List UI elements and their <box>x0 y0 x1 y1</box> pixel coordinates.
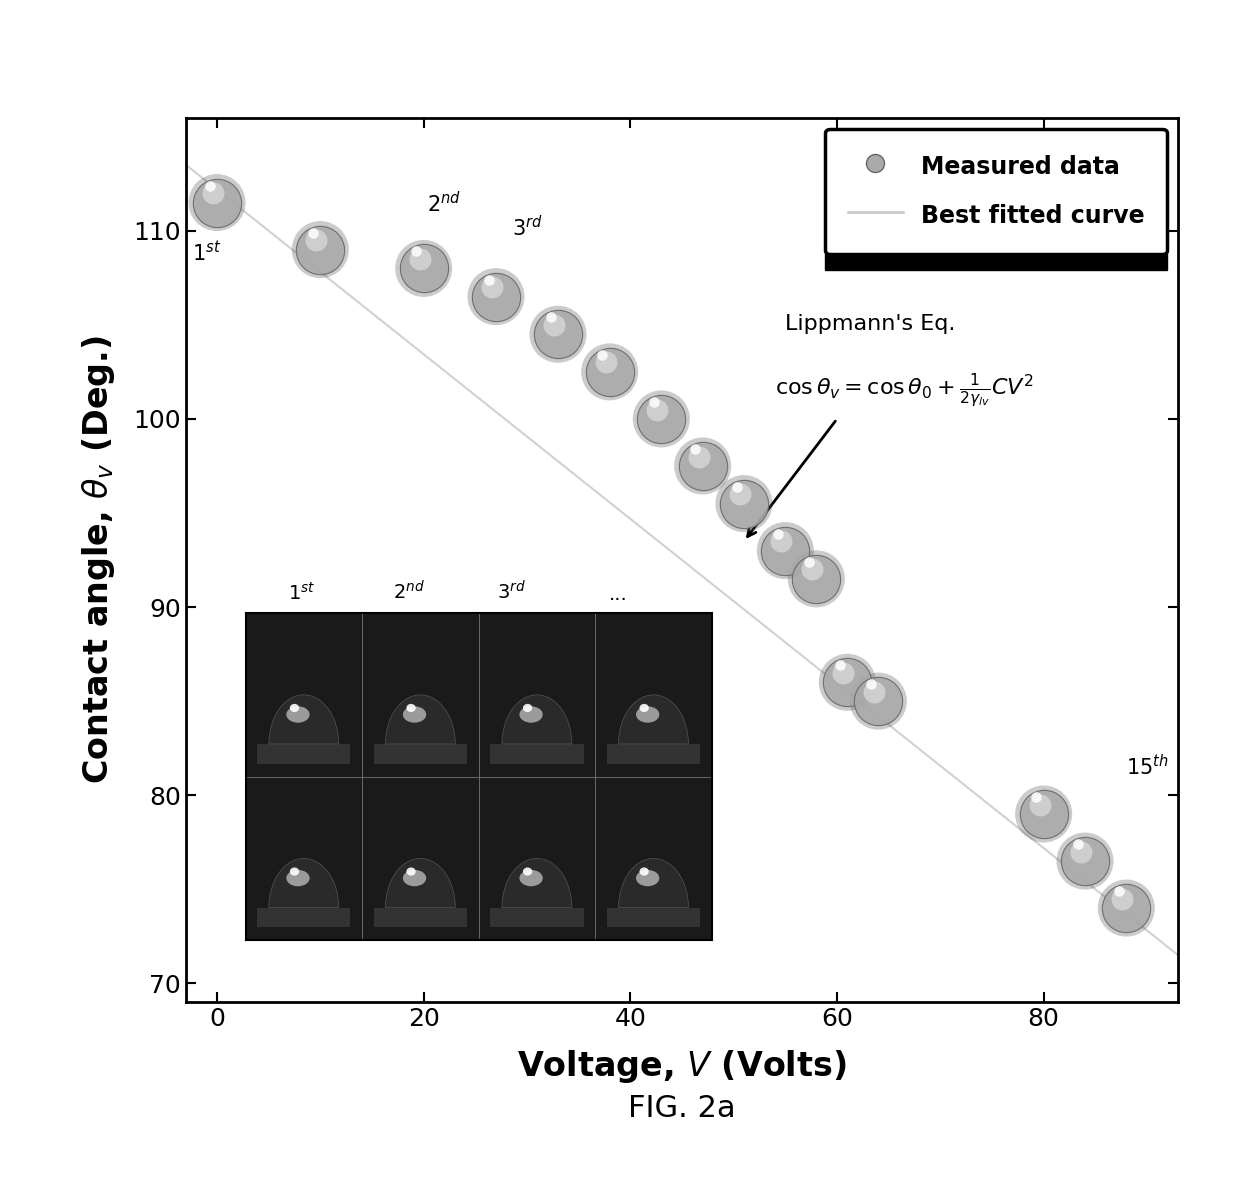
Point <box>541 308 560 327</box>
Point <box>734 494 754 513</box>
Point <box>864 683 884 702</box>
Point <box>1027 788 1047 806</box>
Point <box>1034 804 1054 823</box>
Point <box>799 553 818 572</box>
Point <box>200 176 219 195</box>
Point <box>775 541 795 560</box>
Point <box>771 532 791 551</box>
Point <box>806 569 826 588</box>
Point <box>647 400 667 419</box>
Point <box>693 456 713 475</box>
Point <box>830 656 849 674</box>
Point <box>479 270 498 289</box>
Bar <box>826 255 1167 270</box>
Text: 2$^{nd}$: 2$^{nd}$ <box>428 191 461 216</box>
Point <box>688 447 708 466</box>
Point <box>306 231 326 250</box>
Point <box>548 325 568 344</box>
Point <box>414 259 434 278</box>
X-axis label: Voltage, $V$ (Volts): Voltage, $V$ (Volts) <box>517 1048 847 1085</box>
Point <box>414 259 434 278</box>
Text: 3$^{rd}$: 3$^{rd}$ <box>512 215 542 241</box>
Point <box>1068 835 1087 854</box>
Point <box>651 409 671 428</box>
Text: ...: ... <box>609 585 627 604</box>
Text: 15$^{th}$: 15$^{th}$ <box>642 847 682 870</box>
Point <box>409 250 429 269</box>
Text: 2$^{nd}$: 2$^{nd}$ <box>393 580 424 604</box>
Point <box>837 673 857 692</box>
Point <box>407 242 427 261</box>
Point <box>833 664 853 683</box>
Point <box>727 477 746 496</box>
Point <box>806 569 826 588</box>
Point <box>593 345 613 364</box>
Y-axis label: Contact angle, $\theta_v$ (Deg.): Contact angle, $\theta_v$ (Deg.) <box>79 336 117 784</box>
Point <box>600 362 620 381</box>
Legend: Measured data, Best fitted curve: Measured data, Best fitted curve <box>826 129 1167 255</box>
Text: Lippmann's Eq.: Lippmann's Eq. <box>785 315 956 335</box>
Point <box>686 440 706 459</box>
Point <box>310 241 330 259</box>
Text: 3$^{rd}$: 3$^{rd}$ <box>497 580 526 604</box>
Point <box>1071 842 1091 861</box>
Point <box>837 673 857 692</box>
Point <box>1109 882 1128 901</box>
Point <box>645 393 665 411</box>
Point <box>734 494 754 513</box>
Point <box>1116 898 1136 917</box>
Point <box>1075 851 1095 870</box>
Point <box>207 193 227 212</box>
Point <box>651 409 671 428</box>
Point <box>861 674 880 693</box>
Point <box>310 241 330 259</box>
Text: 1$^{st}$: 1$^{st}$ <box>288 581 315 604</box>
Point <box>486 288 506 307</box>
Point <box>486 288 506 307</box>
Point <box>1112 889 1132 908</box>
Point <box>802 560 822 579</box>
Text: FIG. 2a: FIG. 2a <box>629 1094 735 1122</box>
Point <box>203 184 223 203</box>
Text: 1$^{st}$: 1$^{st}$ <box>192 241 221 265</box>
Point <box>868 692 888 711</box>
Text: $\cos\theta_v = \cos\theta_0 + \frac{1}{2\gamma_{lv}}CV^2$: $\cos\theta_v = \cos\theta_0 + \frac{1}{… <box>775 371 1034 410</box>
Point <box>482 278 502 297</box>
Point <box>303 223 322 242</box>
Point <box>1034 804 1054 823</box>
Point <box>600 362 620 381</box>
Point <box>207 193 227 212</box>
Text: 15$^{th}$: 15$^{th}$ <box>1126 755 1169 779</box>
Point <box>544 316 564 335</box>
Point <box>775 541 795 560</box>
Point <box>1029 795 1049 814</box>
Point <box>1116 898 1136 917</box>
Point <box>548 325 568 344</box>
Point <box>768 525 789 544</box>
Point <box>595 353 615 371</box>
Point <box>868 692 888 711</box>
Point <box>730 485 750 503</box>
Point <box>693 456 713 475</box>
Point <box>1075 851 1095 870</box>
